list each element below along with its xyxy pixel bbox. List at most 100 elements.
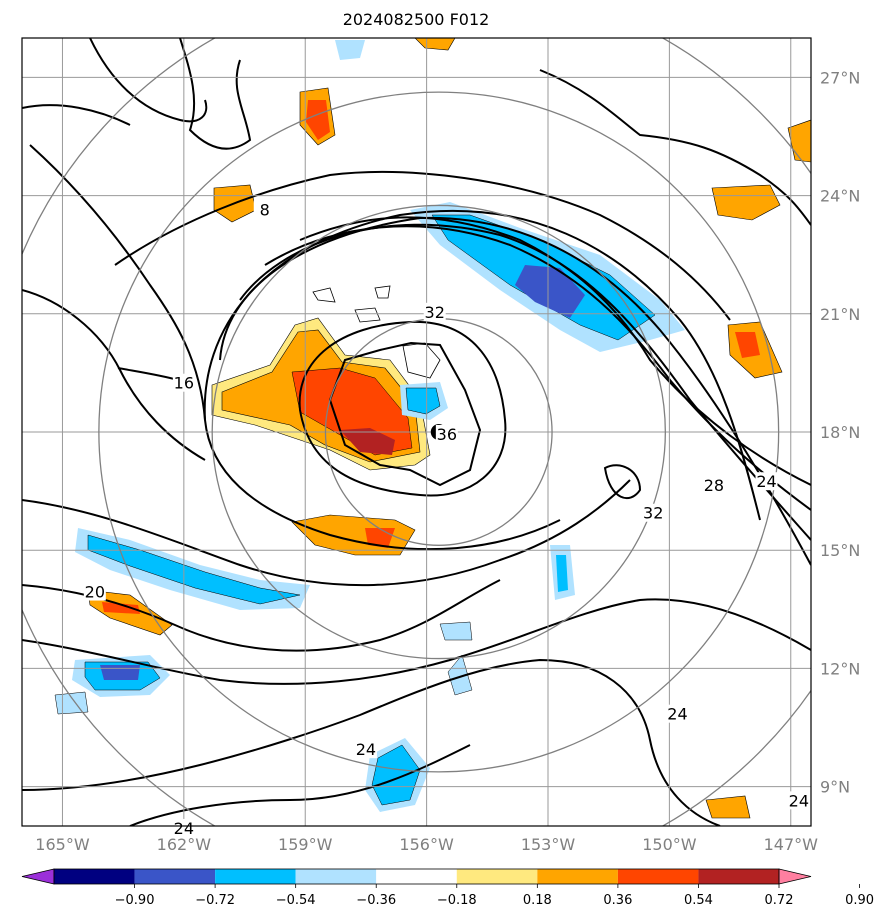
thin-contour <box>354 307 381 323</box>
contour-line <box>89 38 208 123</box>
graticule <box>22 38 811 826</box>
negative-anomaly-east-strip-core <box>556 555 568 592</box>
latitude-tick-label: 24°N <box>820 187 860 206</box>
contour-label-mask <box>83 582 106 601</box>
contour-line <box>22 479 631 587</box>
longitude-tick-label: 153°W <box>521 835 576 854</box>
colorbar: −0.90 −0.72 −0.54 −0.36 −0.18 0.18 0.36 0.54 0.7… <box>21 868 874 908</box>
contour-label-mask <box>172 818 195 837</box>
latitude-tick-label: 12°N <box>820 659 860 678</box>
contour-label: 36 <box>437 425 457 444</box>
contour-line <box>299 216 811 486</box>
latitude-tick-label: 27°N <box>820 68 860 87</box>
positive-anomaly-central-max <box>340 428 395 455</box>
longitude-tick-label: 162°W <box>157 835 212 854</box>
negative-anomaly-band-sw-core <box>87 534 301 605</box>
range-ring <box>211 204 666 660</box>
contour-line <box>539 69 811 226</box>
positive-anomaly-east-core <box>735 332 760 358</box>
colorbar-segment <box>537 869 618 884</box>
longitude-tick-label: 159°W <box>278 835 333 854</box>
negative-anomaly-spot-4 <box>335 40 365 60</box>
colorbar-tick-label: −0.54 <box>276 893 316 908</box>
colorbar-segment <box>295 869 377 884</box>
negative-anomaly-west-low-peak <box>100 665 140 680</box>
plot-frame <box>21 37 812 827</box>
contour-label-mask <box>666 704 689 723</box>
latitude-tick-label: 18°N <box>820 423 860 442</box>
colorbar-tick-label: 0.72 <box>765 893 794 908</box>
positive-anomaly-north-core <box>306 100 330 140</box>
negative-anomaly-eye-core <box>405 387 441 415</box>
negative-anomaly-south-core <box>371 744 421 806</box>
contour-line <box>328 341 482 487</box>
colorbar-tick-label: −0.18 <box>437 893 477 908</box>
contour-line <box>114 171 731 321</box>
positive-anomaly-ne <box>711 184 781 221</box>
contour-line <box>203 209 761 521</box>
contour-label: 24 <box>756 472 776 491</box>
contour-label-mask <box>642 503 665 522</box>
thin-contour-layer <box>312 285 441 379</box>
map-title: 2024082500 F012 <box>342 10 490 29</box>
negative-anomaly-spot-3 <box>54 691 89 715</box>
longitude-tick-label: 165°W <box>35 835 90 854</box>
contour-label-mask <box>172 373 195 392</box>
contour-line <box>298 320 507 497</box>
latitude-tick-label: 9°N <box>820 778 850 797</box>
contour-label: 24 <box>789 791 809 810</box>
longitude-tick-label: 150°W <box>642 835 697 854</box>
contour-label-mask <box>755 472 778 491</box>
latitude-tick-label: 21°N <box>820 305 860 324</box>
negative-anomaly-spot <box>439 621 473 641</box>
contour-label-mask <box>702 476 725 495</box>
contour-label: 28 <box>704 476 724 495</box>
contour-line <box>22 289 206 461</box>
contour-label-mask <box>787 791 810 810</box>
contour-line <box>179 38 252 150</box>
contour-label-mask <box>354 740 377 759</box>
contour-label: 8 <box>260 200 270 219</box>
colorbar-tick-label: 0.36 <box>603 893 632 908</box>
positive-anomaly-west-core <box>102 602 140 614</box>
contour-line <box>22 658 721 826</box>
contour-label: 16 <box>174 374 194 393</box>
positive-anomaly-se <box>705 795 751 819</box>
colorbar-extend-min <box>21 868 55 885</box>
colorbar-tick-label: −0.36 <box>356 893 396 908</box>
colorbar-extend-max <box>778 868 812 885</box>
contour-label: 32 <box>425 303 445 322</box>
longitude-tick-label: 156°W <box>399 835 454 854</box>
contour-labels: 32 36 32 28 24 16 8 20 24 24 24 24 <box>83 200 810 838</box>
colorbar-segment <box>134 869 216 884</box>
longitude-axis: 165°W 162°W 159°W 156°W 153°W 150°W 147°W <box>35 835 818 854</box>
range-ring <box>98 91 780 773</box>
contour-label: 24 <box>667 705 687 724</box>
contour-line <box>29 144 561 551</box>
longitude-tick-label: 147°W <box>764 835 819 854</box>
positive-anomaly-top <box>414 38 456 51</box>
colorbar-segment <box>617 869 699 884</box>
thin-contour <box>402 342 441 379</box>
latitude-tick-label: 15°N <box>820 541 860 560</box>
contour-line <box>603 464 642 500</box>
colorbar-frame <box>53 868 780 885</box>
contour-line <box>22 104 131 126</box>
colorbar-tick-label: −0.90 <box>115 893 155 908</box>
colorbar-segment <box>215 869 296 884</box>
contour-label: 24 <box>356 740 376 759</box>
negative-anomaly-band-ne-peak <box>515 265 585 318</box>
colorbar-tick-label: 0.90 <box>845 893 874 908</box>
colorbar-segment <box>698 869 779 884</box>
contour-label: 20 <box>85 583 105 602</box>
latitude-axis: 9°N 12°N 15°N 18°N 21°N 24°N 27°N <box>820 68 860 796</box>
colorbar-segment <box>376 869 457 884</box>
colorbar-tick-label: 0.18 <box>523 893 552 908</box>
contour-line <box>129 744 471 826</box>
contour-label: 32 <box>643 504 663 523</box>
contour-label: 24 <box>174 819 194 838</box>
colorbar-tick-label: −0.72 <box>195 893 235 908</box>
contour-label-mask <box>435 424 458 443</box>
colorbar-tick-label: 0.54 <box>684 893 713 908</box>
